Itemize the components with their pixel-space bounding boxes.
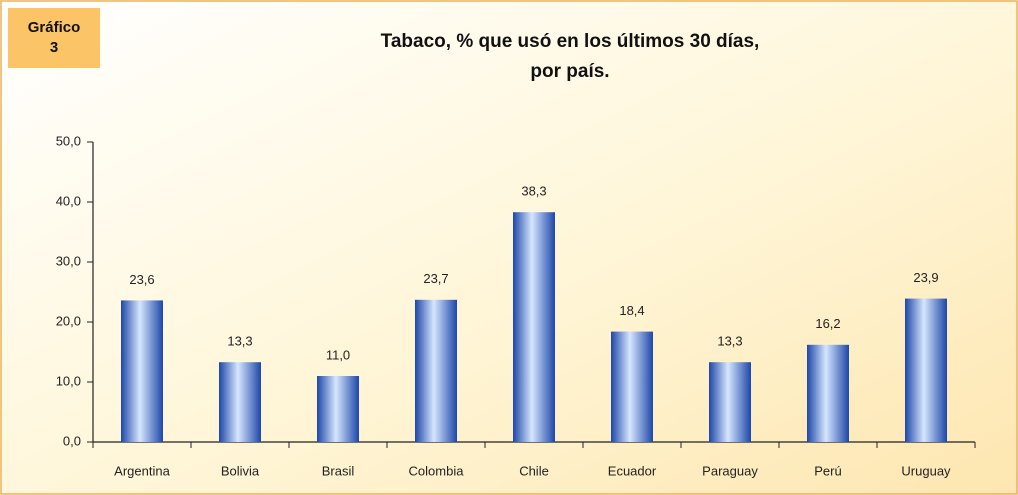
data-label: 11,0 [326,347,350,362]
y-tick-label: 40,0 [56,193,81,208]
x-tick-label: Colombia [409,463,465,478]
badge-label: 3 [50,39,58,56]
chart-title: Tabaco, % que usó en los últimos 30 días… [381,31,760,52]
bar [709,362,751,442]
data-label: 23,7 [423,271,448,286]
bar [415,299,457,442]
y-tick-label: 0,0 [63,433,81,448]
x-tick-label: Argentina [114,463,170,478]
bar [121,300,163,442]
badge-box [8,8,100,68]
bar [219,362,261,442]
bar [905,298,947,442]
y-tick-label: 50,0 [56,133,81,148]
bar [807,344,849,442]
data-label: 23,9 [913,270,938,285]
data-label: 13,3 [227,334,252,349]
data-label: 38,3 [521,184,546,199]
x-tick-label: Chile [519,463,549,478]
data-label: 13,3 [717,334,742,349]
x-tick-label: Perú [814,463,841,478]
bar [317,376,359,442]
data-label: 23,6 [129,272,154,287]
y-tick-label: 30,0 [56,253,81,268]
bar [611,331,653,442]
chart-title: por país. [530,61,609,82]
x-tick-label: Uruguay [901,463,951,478]
y-tick-label: 20,0 [56,313,81,328]
data-label: 16,2 [815,316,840,331]
x-tick-label: Paraguay [702,463,758,478]
bar [513,212,555,442]
badge-label: Gráfico [28,19,81,36]
y-tick-label: 10,0 [56,373,81,388]
x-tick-label: Ecuador [608,463,657,478]
data-label: 18,4 [619,303,644,318]
x-tick-label: Brasil [322,463,355,478]
x-tick-label: Bolivia [221,463,260,478]
